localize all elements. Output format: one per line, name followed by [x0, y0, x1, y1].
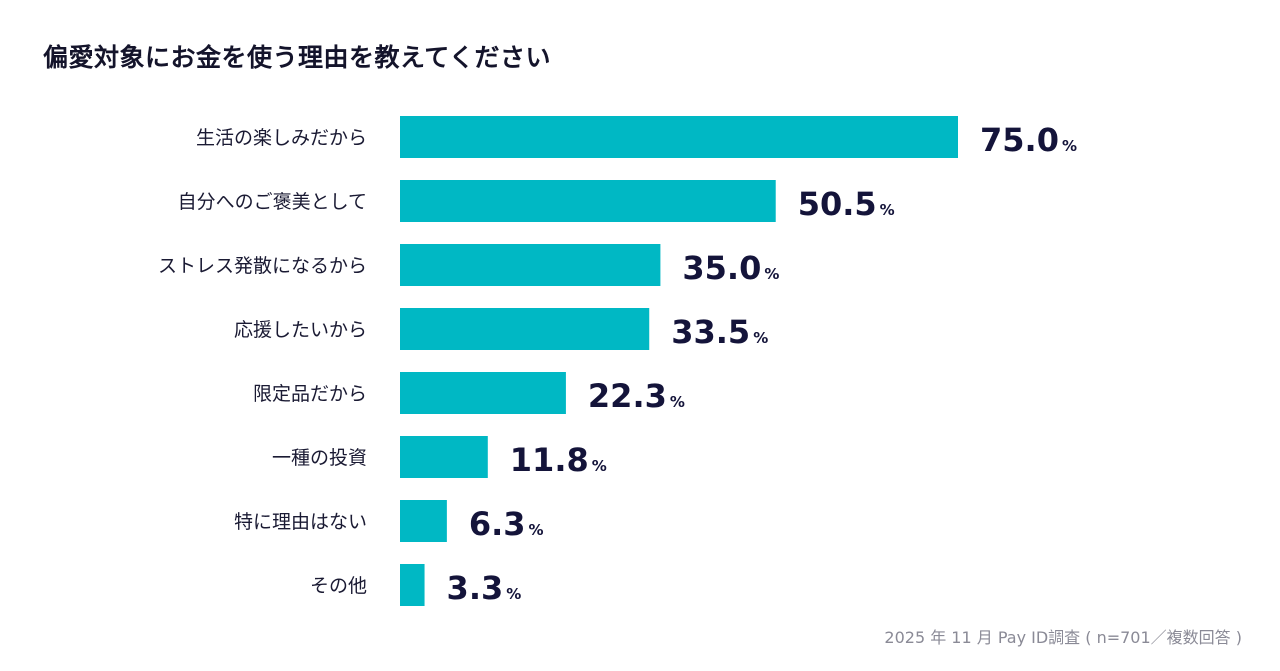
value-unit: % — [764, 265, 779, 283]
value-label: 11.8% — [510, 441, 607, 479]
value-label: 33.5% — [671, 313, 768, 351]
value-label: 75.0% — [980, 121, 1077, 159]
value-number: 6.3 — [469, 505, 526, 543]
bar — [400, 500, 447, 542]
bar — [400, 180, 776, 222]
value-number: 75.0 — [980, 121, 1059, 159]
bar — [400, 116, 958, 158]
bar — [400, 436, 488, 478]
value-number: 3.3 — [447, 569, 504, 607]
source-note: 2025 年 11 月 Pay ID調査 ( n=701／複数回答 ) — [884, 628, 1242, 647]
value-number: 11.8 — [510, 441, 589, 479]
category-label: 応援したいから — [234, 319, 367, 341]
value-label: 6.3% — [469, 505, 544, 543]
value-label: 3.3% — [447, 569, 522, 607]
value-unit: % — [753, 329, 768, 347]
value-unit: % — [592, 457, 607, 475]
chart-title: 偏愛対象にお金を使う理由を教えてください — [43, 43, 552, 72]
value-unit: % — [506, 585, 521, 603]
value-number: 22.3 — [588, 377, 667, 415]
value-unit: % — [1062, 137, 1077, 155]
category-label: 生活の楽しみだから — [196, 127, 367, 149]
value-label: 35.0% — [682, 249, 779, 287]
value-number: 35.0 — [682, 249, 761, 287]
category-label: その他 — [310, 575, 367, 597]
category-label: 限定品だから — [253, 383, 367, 405]
category-label: 自分へのご褒美として — [178, 191, 367, 213]
bar — [400, 372, 566, 414]
value-label: 22.3% — [588, 377, 685, 415]
bar — [400, 308, 650, 350]
value-number: 50.5 — [798, 185, 877, 223]
value-number: 33.5 — [671, 313, 750, 351]
bar — [400, 564, 425, 606]
value-label: 50.5% — [798, 185, 895, 223]
category-label: ストレス発散になるから — [158, 255, 367, 277]
bar — [400, 244, 661, 286]
category-label: 一種の投資 — [272, 447, 367, 469]
category-label: 特に理由はない — [234, 511, 367, 533]
value-unit: % — [880, 201, 895, 219]
value-unit: % — [529, 521, 544, 539]
value-unit: % — [670, 393, 685, 411]
